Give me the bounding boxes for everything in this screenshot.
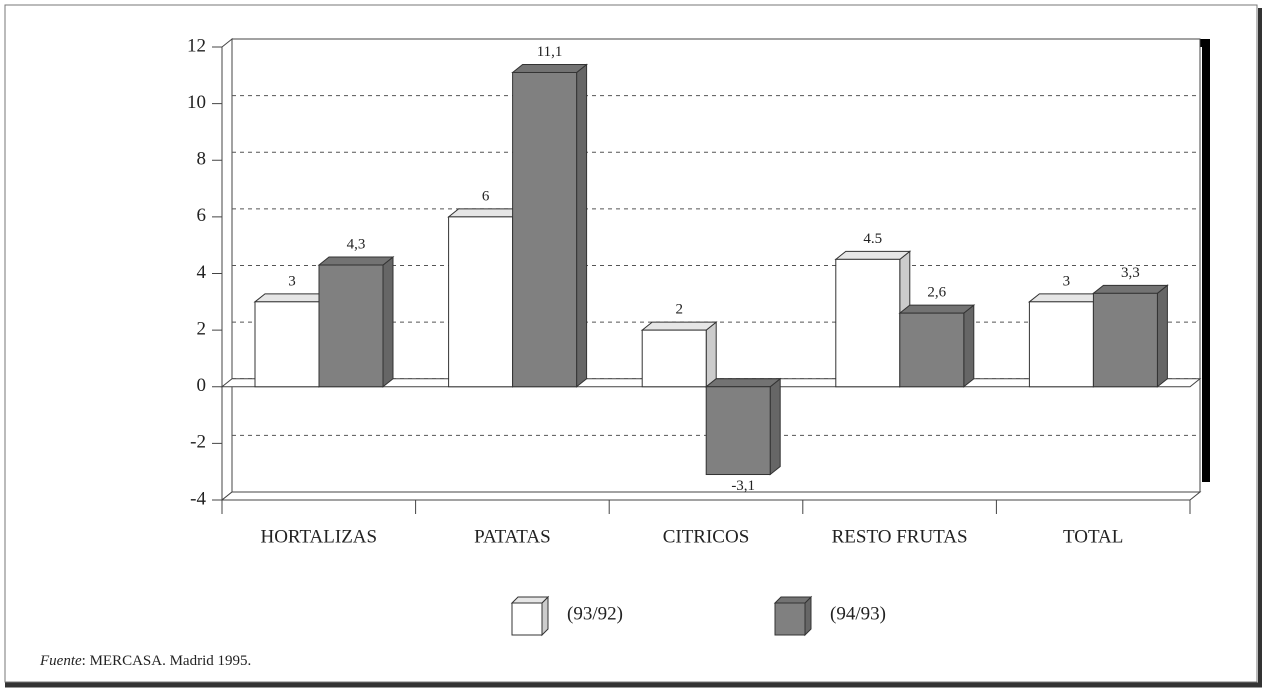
bar-side bbox=[382, 255, 394, 388]
data-label: 2 bbox=[675, 302, 683, 318]
data-label: 3 bbox=[288, 273, 296, 289]
source-text: : MERCASA. Madrid 1995. bbox=[82, 653, 252, 669]
y-tick-label: 0 bbox=[197, 375, 207, 396]
bar-top bbox=[834, 250, 912, 260]
legend-label: (93/92) bbox=[567, 603, 623, 624]
legend-swatch bbox=[511, 602, 543, 636]
data-label: 3 bbox=[1063, 273, 1071, 289]
data-label: 3,3 bbox=[1121, 265, 1140, 281]
bar-top bbox=[640, 321, 718, 331]
bar bbox=[835, 258, 901, 388]
bar-side bbox=[769, 377, 781, 476]
bar-top bbox=[1091, 284, 1169, 294]
bar-side bbox=[576, 63, 588, 388]
legend-swatch-top bbox=[510, 596, 550, 604]
bar-top bbox=[898, 304, 976, 314]
y-tick-label: 2 bbox=[197, 318, 207, 339]
x-tick-label: HORTALIZAS bbox=[260, 526, 377, 547]
bar bbox=[641, 329, 707, 388]
bar bbox=[1028, 301, 1094, 388]
data-label: 4.5 bbox=[863, 231, 882, 247]
y-tick-label: -2 bbox=[190, 432, 206, 453]
bar bbox=[448, 216, 514, 388]
bar-side bbox=[963, 304, 975, 388]
legend-label: (94/93) bbox=[830, 603, 886, 624]
legend-swatch bbox=[774, 602, 806, 636]
x-tick-label: PATATAS bbox=[474, 526, 551, 547]
y-tick-label: -4 bbox=[190, 488, 206, 509]
bar-top bbox=[511, 63, 589, 73]
y-tick-label: 4 bbox=[197, 262, 207, 283]
data-label: 6 bbox=[482, 188, 490, 204]
data-label: -3,1 bbox=[731, 478, 755, 494]
bar bbox=[512, 71, 578, 388]
y-tick-label: 6 bbox=[197, 205, 207, 226]
bar-top bbox=[447, 208, 525, 218]
y-tick-label: 12 bbox=[187, 35, 206, 56]
x-tick-label: RESTO FRUTAS bbox=[832, 526, 968, 547]
bar-side bbox=[705, 321, 717, 388]
data-label: 4,3 bbox=[347, 236, 366, 252]
bar bbox=[899, 312, 965, 388]
bar bbox=[318, 264, 384, 388]
y-tick-label: 8 bbox=[197, 149, 207, 170]
bar-side bbox=[1156, 284, 1168, 388]
bar bbox=[254, 301, 320, 388]
bottom-floor bbox=[220, 491, 1202, 501]
bar-top bbox=[1027, 293, 1105, 303]
source-label: Fuente bbox=[39, 653, 82, 669]
bar bbox=[1092, 292, 1158, 388]
data-label: 2,6 bbox=[927, 285, 946, 301]
source: Fuente: MERCASA. Madrid 1995. bbox=[39, 653, 251, 669]
bar-top bbox=[253, 293, 331, 303]
x-tick-label: TOTAL bbox=[1063, 526, 1123, 547]
y-tick-label: 10 bbox=[187, 92, 206, 113]
bar bbox=[705, 386, 771, 476]
bar-top bbox=[317, 256, 395, 266]
side-wall bbox=[221, 37, 233, 502]
x-tick-label: CITRICOS bbox=[663, 526, 750, 547]
data-label: 11,1 bbox=[537, 44, 563, 60]
legend-swatch-top bbox=[773, 596, 813, 604]
bar-top bbox=[704, 378, 782, 388]
